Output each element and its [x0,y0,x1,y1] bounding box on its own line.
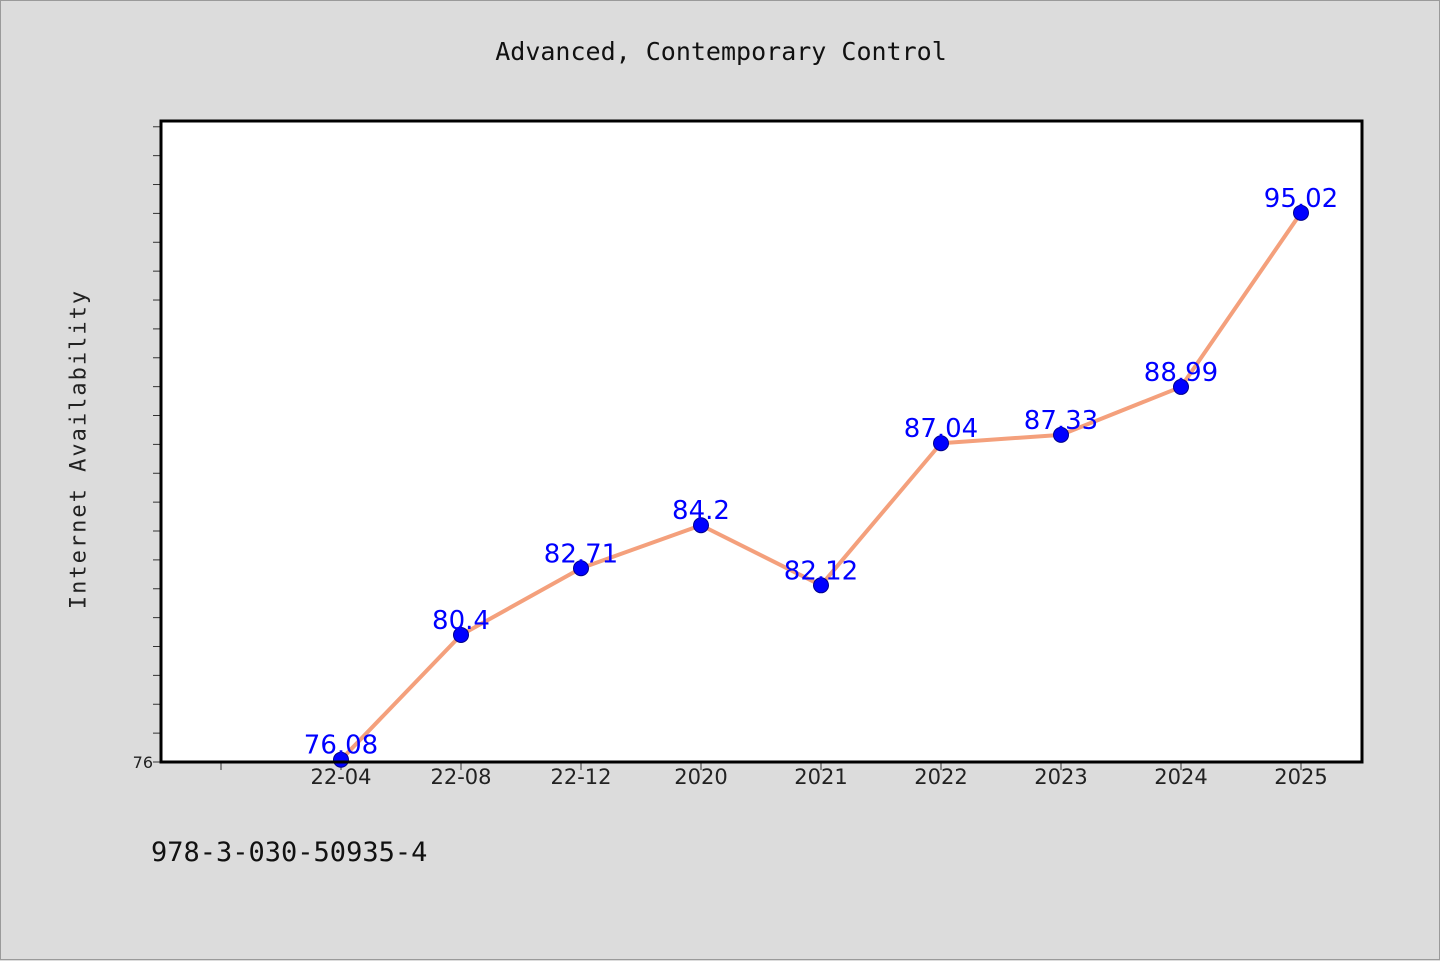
plot-frame [159,119,1364,764]
data-label: 82.71 [544,539,618,569]
x-tick-label: 22-08 [430,765,491,789]
data-point [573,560,589,577]
data-label: 84.2 [672,496,730,526]
data-point [693,517,709,534]
data-label: 88.99 [1144,358,1218,388]
x-tick-label: 22-12 [550,765,611,789]
data-label: 95.02 [1264,184,1338,214]
chart-title: Advanced, Contemporary Control [495,37,947,66]
x-tick-label: 22-04 [310,765,371,789]
isbn-text: 978-3-030-50935-4 [151,837,428,868]
plot-area [161,121,1362,762]
x-tick-label: 2022 [914,765,967,789]
data-point [1293,204,1309,221]
data-label: 87.33 [1024,406,1098,436]
data-point [933,435,949,452]
y-tick-label: 76 [133,753,153,772]
x-tick-label: 2024 [1154,765,1207,789]
data-point [813,577,829,594]
x-tick-label: 2020 [674,765,727,789]
data-label: 80.4 [432,606,490,636]
data-point [1173,378,1189,395]
data-point [453,626,469,643]
data-label: 82.12 [784,556,858,586]
x-tick-label: 2023 [1034,765,1087,789]
x-tick-label: 2025 [1274,765,1327,789]
x-tick-label: 2021 [794,765,847,789]
data-label: 76.08 [304,731,378,761]
data-label: 87.04 [904,414,978,444]
data-point [1053,426,1069,443]
